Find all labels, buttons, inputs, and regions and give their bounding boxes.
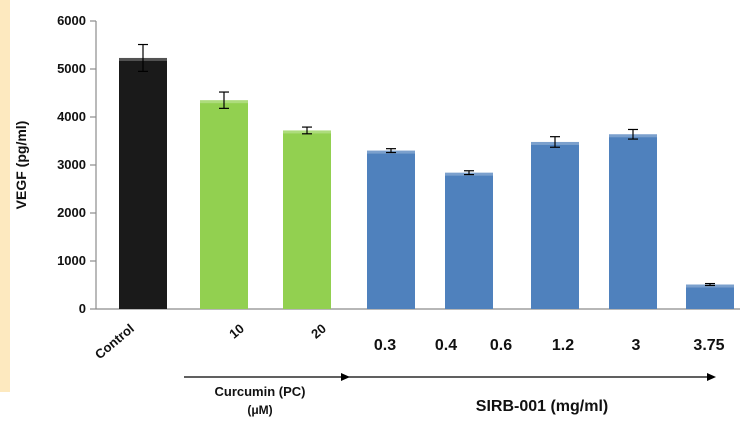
category-label: 3.75: [693, 337, 724, 354]
y-axis-title: VEGF (pg/ml): [13, 121, 29, 210]
bar: [367, 150, 415, 309]
bar: [531, 141, 579, 309]
category-label: 10: [226, 321, 247, 342]
y-tick-label: 0: [79, 301, 86, 316]
group-arrow-head: [707, 373, 716, 381]
bar: [609, 134, 657, 309]
y-tick-label: 1000: [57, 253, 86, 268]
bar: [445, 172, 493, 309]
bar: [200, 100, 248, 309]
group-label-curcumin: Curcumin (PC): [215, 384, 306, 399]
bar: [119, 57, 167, 310]
category-label: 0.4: [435, 337, 457, 354]
y-tick-label: 3000: [57, 157, 86, 172]
bar: [686, 284, 734, 309]
y-tick-label: 5000: [57, 61, 86, 76]
group-label-sirb: SIRB-001 (mg/ml): [476, 398, 608, 415]
category-label: 1.2: [552, 337, 574, 354]
category-label: 20: [308, 321, 329, 342]
group-label-curcumin-unit: (μM): [247, 403, 272, 417]
bar: [283, 130, 331, 309]
category-label: 3: [632, 337, 641, 354]
y-tick-label: 4000: [57, 109, 86, 124]
left-side-strip: [0, 0, 10, 392]
category-label: 0.3: [374, 337, 396, 354]
y-tick-label: 6000: [57, 13, 86, 28]
y-tick-label: 2000: [57, 205, 86, 220]
category-label: Control: [92, 321, 137, 362]
category-label: 0.6: [490, 337, 512, 354]
